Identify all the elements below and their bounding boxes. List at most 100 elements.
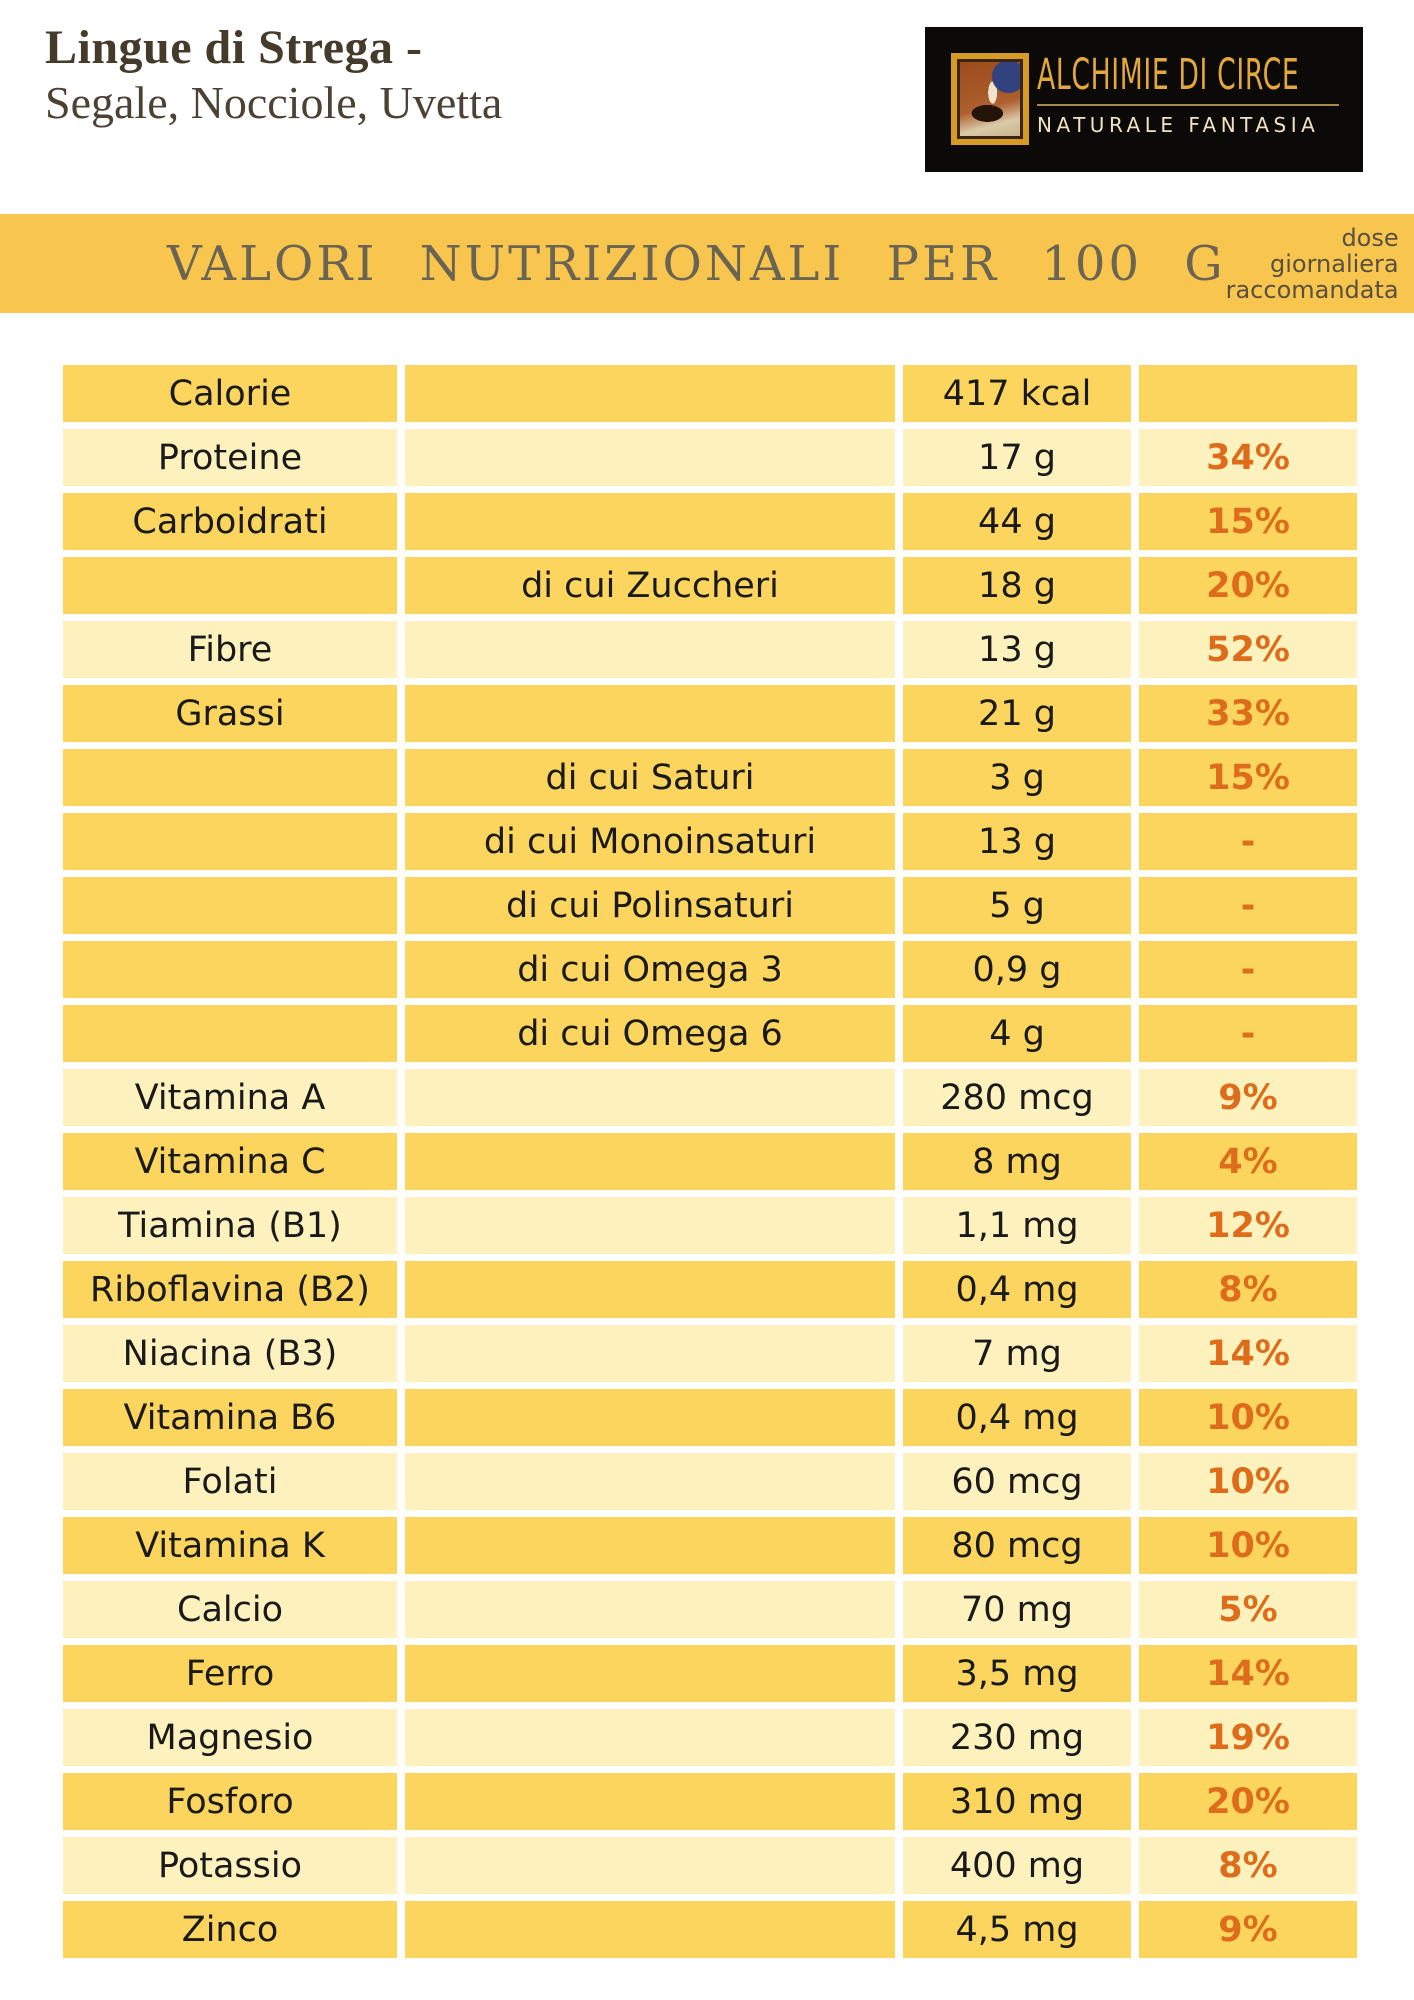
name-cell (63, 813, 397, 870)
name-cell: Magnesio (63, 1709, 397, 1766)
value-cell: 80 mcg (903, 1517, 1131, 1574)
percent-cell: 8% (1139, 1261, 1357, 1318)
percent-cell: 10% (1139, 1389, 1357, 1446)
sub-name-cell (405, 365, 895, 422)
percent-cell (1139, 365, 1357, 422)
sub-name-cell: di cui Omega 3 (405, 941, 895, 998)
value-cell: 4,5 mg (903, 1901, 1131, 1958)
percent-cell: 9% (1139, 1901, 1357, 1958)
sub-name-cell (405, 429, 895, 486)
banner-note-line2: raccomandata (1225, 275, 1399, 304)
percent-cell: 4% (1139, 1133, 1357, 1190)
name-cell: Calorie (63, 365, 397, 422)
value-cell: 1,1 mg (903, 1197, 1131, 1254)
page-title: Lingue di Strega - (45, 21, 423, 74)
sub-name-cell (405, 1773, 895, 1830)
percent-cell: 15% (1139, 493, 1357, 550)
nutrition-table: Calorie 417 kcal Proteine 17 g 34% Carboidrat… (63, 365, 1357, 1958)
name-cell: Niacina (B3) (63, 1325, 397, 1382)
percent-cell: 5% (1139, 1581, 1357, 1638)
value-cell: 400 mg (903, 1837, 1131, 1894)
sub-name-cell (405, 621, 895, 678)
percent-cell: 9% (1139, 1069, 1357, 1126)
banner-note: dose giornaliera raccomandata (1226, 225, 1399, 303)
value-cell: 0,4 mg (903, 1261, 1131, 1318)
percent-cell: 19% (1139, 1709, 1357, 1766)
brand-name: ALCHIMIE DI CIRCE (1037, 50, 1300, 100)
sub-name-cell (405, 1197, 895, 1254)
sub-name-cell: di cui Polinsaturi (405, 877, 895, 934)
name-cell: Zinco (63, 1901, 397, 1958)
name-cell (63, 877, 397, 934)
sub-name-cell (405, 1325, 895, 1382)
name-cell: Vitamina B6 (63, 1389, 397, 1446)
sub-name-cell (405, 1709, 895, 1766)
brand-tagline: NATURALE FANTASIA (1037, 113, 1320, 137)
value-cell: 310 mg (903, 1773, 1131, 1830)
name-cell: Calcio (63, 1581, 397, 1638)
sub-name-cell (405, 1261, 895, 1318)
sub-name-cell (405, 1645, 895, 1702)
name-cell: Vitamina C (63, 1133, 397, 1190)
value-cell: 13 g (903, 621, 1131, 678)
name-cell (63, 557, 397, 614)
value-cell: 280 mcg (903, 1069, 1131, 1126)
percent-cell: 14% (1139, 1645, 1357, 1702)
value-cell: 18 g (903, 557, 1131, 614)
value-cell: 230 mg (903, 1709, 1131, 1766)
name-cell: Tiamina (B1) (63, 1197, 397, 1254)
logo-text-block: ALCHIMIE DI CIRCE NATURALE FANTASIA (1037, 49, 1343, 137)
percent-cell: 33% (1139, 685, 1357, 742)
percent-cell: 20% (1139, 557, 1357, 614)
sub-name-cell (405, 1069, 895, 1126)
percent-cell: 12% (1139, 1197, 1357, 1254)
percent-cell: - (1139, 1005, 1357, 1062)
name-cell (63, 749, 397, 806)
sub-name-cell (405, 1389, 895, 1446)
value-cell: 17 g (903, 429, 1131, 486)
sub-name-cell: di cui Monoinsaturi (405, 813, 895, 870)
percent-cell: 15% (1139, 749, 1357, 806)
sub-name-cell: di cui Saturi (405, 749, 895, 806)
name-cell: Grassi (63, 685, 397, 742)
name-cell: Riboflavina (B2) (63, 1261, 397, 1318)
value-cell: 44 g (903, 493, 1131, 550)
name-cell: Fibre (63, 621, 397, 678)
banner-title: VALORI NUTRIZIONALI PER 100 G (167, 235, 1226, 292)
sub-name-cell (405, 1901, 895, 1958)
sub-name-cell (405, 685, 895, 742)
logo-image (951, 53, 1029, 145)
sub-name-cell (405, 1517, 895, 1574)
value-cell: 13 g (903, 813, 1131, 870)
sub-name-cell (405, 493, 895, 550)
name-cell: Ferro (63, 1645, 397, 1702)
percent-cell: 14% (1139, 1325, 1357, 1382)
banner-note-line1: dose giornaliera (1270, 223, 1399, 278)
percent-cell: - (1139, 813, 1357, 870)
sub-name-cell: di cui Omega 6 (405, 1005, 895, 1062)
banner: VALORI NUTRIZIONALI PER 100 G dose giorn… (0, 214, 1414, 313)
percent-cell: - (1139, 941, 1357, 998)
percent-cell: 10% (1139, 1453, 1357, 1510)
value-cell: 7 mg (903, 1325, 1131, 1382)
name-cell: Vitamina A (63, 1069, 397, 1126)
name-cell: Proteine (63, 429, 397, 486)
percent-cell: 10% (1139, 1517, 1357, 1574)
value-cell: 0,4 mg (903, 1389, 1131, 1446)
name-cell: Fosforo (63, 1773, 397, 1830)
sub-name-cell (405, 1133, 895, 1190)
value-cell: 4 g (903, 1005, 1131, 1062)
name-cell: Carboidrati (63, 493, 397, 550)
value-cell: 70 mg (903, 1581, 1131, 1638)
page-subtitle: Segale, Nocciole, Uvetta (45, 77, 503, 128)
brand-divider (1037, 104, 1339, 106)
brand-logo: ALCHIMIE DI CIRCE NATURALE FANTASIA (925, 27, 1363, 172)
name-cell (63, 1005, 397, 1062)
value-cell: 21 g (903, 685, 1131, 742)
name-cell: Folati (63, 1453, 397, 1510)
percent-cell: 34% (1139, 429, 1357, 486)
sub-name-cell (405, 1453, 895, 1510)
value-cell: 8 mg (903, 1133, 1131, 1190)
value-cell: 5 g (903, 877, 1131, 934)
sub-name-cell: di cui Zuccheri (405, 557, 895, 614)
